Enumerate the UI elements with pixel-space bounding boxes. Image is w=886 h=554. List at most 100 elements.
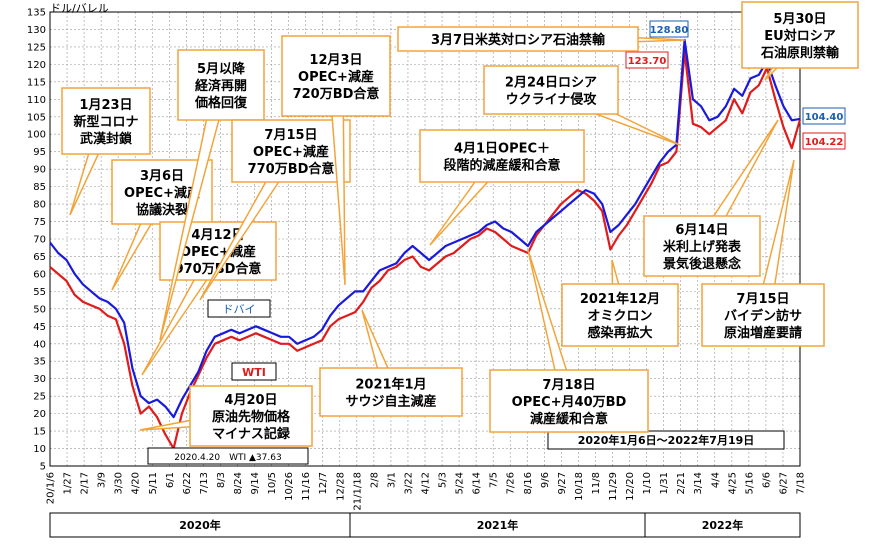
callout-text: 新型コロナ: [73, 114, 138, 130]
x-tick-label: 6/27: [778, 472, 789, 494]
x-tick-label: 8/3: [216, 472, 227, 488]
x-tick-label: 6/6: [761, 472, 772, 488]
y-tick-label: 40: [33, 339, 46, 350]
x-tick-label: 8/16: [523, 472, 534, 494]
period-label: 2020年1月6日～2022年7月19日: [578, 433, 755, 447]
series-line-0: [49, 38, 801, 419]
x-tick-label: 7/18: [796, 472, 807, 494]
series-line-1: [49, 50, 802, 450]
x-tick-label: 12/28: [335, 472, 346, 501]
callout-text: 4月12日: [191, 228, 244, 243]
callout-text: マイナス記録: [212, 426, 291, 442]
callout-text: EU対ロシア: [764, 28, 835, 44]
peak-dubai-box: [649, 20, 689, 38]
callout-text: 720万BD合意: [293, 86, 380, 102]
legend-wti: WTI: [242, 366, 266, 379]
x-tick-label: 12/7: [318, 472, 329, 494]
year-label: 2021年: [477, 518, 519, 532]
callout-box: [419, 129, 585, 183]
callout-text: 2021年12月: [580, 291, 660, 307]
callout-box: [701, 283, 825, 347]
x-tick-label: 11/29: [608, 472, 619, 501]
plot-frame: [49, 11, 801, 467]
callout-text: 減産緩和合意: [530, 411, 608, 427]
end-dubai-label: 104.40: [805, 112, 844, 123]
callout-text: 感染再拡大: [587, 325, 652, 341]
x-tick-label: 10/5: [267, 472, 278, 494]
callout-text: 米利上げ発表: [663, 239, 742, 255]
y-tick-label: 110: [27, 95, 46, 106]
x-tick-label: 4/25: [727, 472, 738, 494]
callout-text: 12月3日: [309, 53, 362, 68]
x-tick-label: 4/12: [421, 472, 432, 494]
year-bands: 2020年 2021年 2022年: [49, 512, 801, 538]
x-tick-label: 3/1: [386, 472, 397, 488]
y-axis-ticks: 5 10 15 20 25 30 35 40 45 50 55 60 65 70 75 80 85 90 95 100…: [27, 8, 46, 473]
year-band: [644, 512, 801, 538]
x-tick-label: 11/8: [591, 472, 602, 494]
x-tick-label: 6/14: [472, 472, 483, 494]
end-wti-label: 104.22: [805, 137, 844, 148]
callout-text: 6月14日: [675, 223, 728, 238]
y-tick-label: 130: [27, 25, 46, 36]
callout-text: 5月以降: [197, 61, 246, 77]
wti-negative-note-box: [147, 447, 309, 465]
x-tick-label: 3/9: [97, 472, 108, 488]
callout-box: [741, 1, 859, 69]
y-tick-label: 60: [33, 269, 46, 280]
x-tick-label: 6/22: [182, 472, 193, 494]
peak-wti-box: [625, 51, 669, 69]
y-tick-label: 65: [33, 252, 46, 263]
legend-wti-box: [231, 362, 277, 381]
annotation-callout: 4月1日OPEC＋段階的減産緩和合意: [419, 129, 585, 246]
callout-text: 770万BD合意: [248, 161, 335, 177]
year-band: [349, 512, 646, 538]
x-tick-label: 5/16: [744, 472, 755, 494]
x-tick-label: 4/20: [131, 472, 142, 494]
callout-text: 4月1日OPEC＋: [454, 142, 550, 157]
wti-negative-note: 2020.4.20 WTI ▲37.63: [174, 453, 281, 463]
callout-text: 7月15日: [736, 292, 789, 307]
y-tick-label: 70: [33, 235, 46, 246]
x-tick-label: 5/24: [455, 472, 466, 494]
y-tick-label: 75: [33, 217, 46, 228]
callout-text: ウクライナ侵攻: [506, 92, 598, 108]
y-tick-label: 35: [33, 357, 46, 368]
x-tick-label: 2/21: [676, 472, 687, 494]
x-tick-label: 6/1: [165, 472, 176, 488]
y-tick-label: 85: [33, 182, 46, 193]
end-wti-box: [802, 132, 846, 150]
y-tick-label: 30: [33, 374, 46, 385]
callout-text: 原油増産要請: [724, 325, 802, 341]
callout-text: オミクロン: [587, 309, 652, 324]
callout-box: [483, 65, 619, 115]
x-tick-label: 7/26: [506, 472, 517, 494]
x-tick-label: 7/13: [199, 472, 210, 494]
callout-text: 7月15日: [264, 128, 317, 143]
y-tick-label: 50: [33, 304, 46, 315]
y-tick-label: 10: [33, 444, 46, 455]
x-tick-label: 4/4: [710, 472, 721, 488]
callout-text: 3月7日米英対ロシア石油禁輸: [431, 32, 606, 48]
legend-dubai-box: [207, 299, 271, 318]
callout-text: OPEC+減産: [124, 185, 200, 201]
x-axis-ticks: 20/1/6 1/27 2/17 3/9 3/30 4/20 5/11 6/1 6/22 7/13…: [46, 472, 807, 511]
callout-text: 武漢封鎖: [80, 131, 133, 147]
y-tick-label: 105: [27, 112, 46, 123]
callout-text: バイデン訪サ: [724, 308, 802, 324]
y-tick-label: 90: [33, 165, 46, 176]
x-tick-label: 7/5: [489, 472, 500, 488]
callout-text: サウジ自主減産: [345, 394, 436, 410]
year-label: 2020年: [179, 518, 221, 532]
y-tick-label: 55: [33, 287, 46, 298]
callout-text: OPEC+月40万BD: [512, 395, 627, 410]
callout-box: [397, 26, 639, 52]
callout-box: [61, 87, 151, 155]
